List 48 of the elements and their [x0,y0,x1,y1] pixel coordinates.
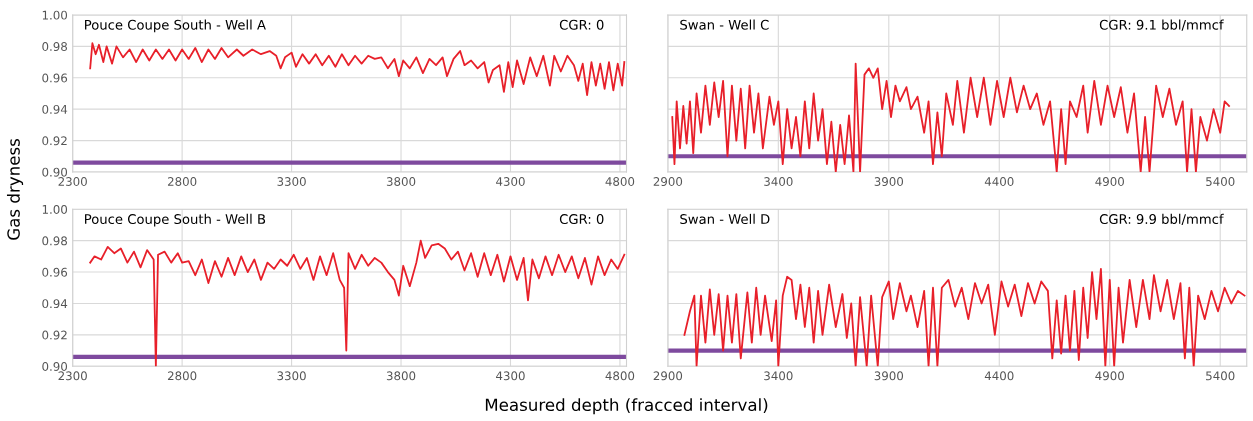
annotation: CGR: 9.1 bbl/mmcf [1099,19,1224,31]
line-series [89,42,626,96]
x-tick-label: 3800 [386,371,416,381]
x-tick-label: 2800 [167,177,197,186]
y-tick-label: 0.96 [42,73,68,83]
y-tick-label: 0.90 [42,167,68,177]
x-tick-label: 4900 [1095,177,1124,186]
x-tick-label: 3900 [874,177,904,186]
line-series [89,239,626,367]
x-tick-label: 4300 [496,177,525,186]
x-tick-label: 2800 [167,371,197,381]
y-tick-label: 0.90 [42,361,68,371]
annotation: Swan - Well C [680,19,769,30]
x-tick-label: 4400 [984,371,1014,381]
x-tick-label: 4300 [496,371,525,381]
x-tick-label: 3300 [277,371,306,381]
x-tick-label: 4800 [605,371,635,381]
x-tick-label: 5400 [1206,371,1235,381]
y-tick-label: 0.94 [42,299,68,309]
y-tick-label: 0.94 [42,104,68,114]
y-tick-label: 0.92 [42,136,67,146]
annotation: Pouce Coupe South - Well A [85,19,266,33]
y-tick-label: 0.96 [42,267,68,277]
annotation: CGR: 0 [559,214,604,225]
x-tick-label: 3900 [874,371,904,381]
x-tick-label: 3800 [386,177,416,186]
y-tick-label: 0.92 [42,330,67,340]
x-tick-label: 2300 [58,177,87,186]
x-tick-label: 2300 [58,371,87,381]
annotation: Swan - Well D [680,213,770,225]
x-tick-label: 2900 [653,177,683,186]
y-tick-label: 1.00 [42,204,68,214]
x-tick-label: 4800 [605,177,635,186]
y-axis-title: Gas dryness [6,138,24,240]
x-tick-label: 3400 [764,371,793,381]
x-tick-label: 4900 [1095,371,1124,381]
x-tick-label: 4400 [984,177,1014,186]
annotation: Pouce Coupe South - Well B [85,213,266,227]
y-tick-label: 0.98 [42,42,68,52]
annotation: CGR: 9.9 bbl/mmcf [1099,213,1224,226]
y-tick-label: 1.00 [42,10,68,20]
x-tick-label: 5400 [1206,177,1235,186]
x-tick-label: 2900 [653,371,683,381]
x-tick-label: 3400 [764,177,793,186]
y-tick-label: 0.98 [42,236,68,246]
x-axis-title: Measured depth (fracced interval) [485,398,768,415]
annotation: CGR: 0 [559,19,604,30]
x-tick-label: 3300 [277,177,306,186]
